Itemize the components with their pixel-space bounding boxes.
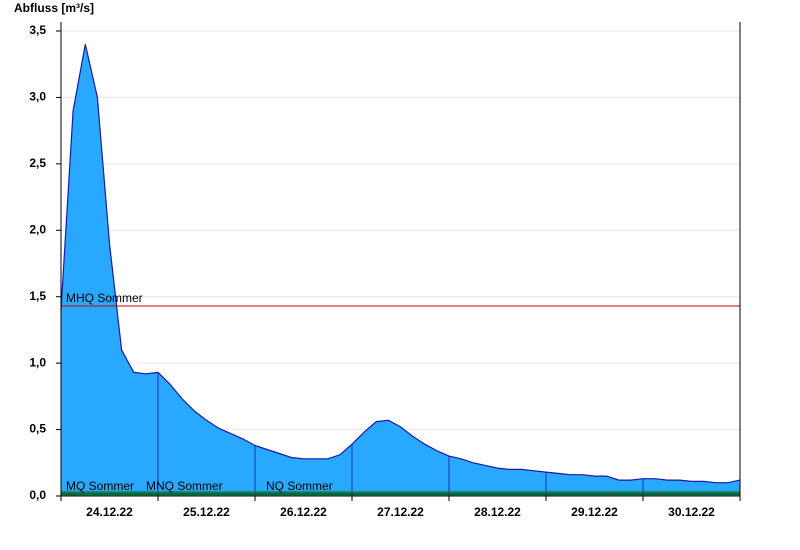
y-tick-label: 0,5 (29, 422, 46, 436)
y-axis-title: Abfluss [m³/s] (14, 1, 94, 15)
x-tick-label: 30.12.22 (668, 505, 715, 519)
y-tick-label: 1,0 (29, 355, 46, 369)
y-tick-label: 1,5 (29, 289, 46, 303)
x-tick-label: 24.12.22 (86, 505, 133, 519)
x-tick-label: 25.12.22 (183, 505, 230, 519)
y-tick-label: 3,0 (29, 90, 46, 104)
area (61, 44, 740, 497)
y-tick-label: 2,5 (29, 156, 46, 170)
x-tick-label: 29.12.22 (571, 505, 618, 519)
reference-label: NQ Sommer (266, 479, 333, 493)
y-tick-label: 3,5 (29, 23, 46, 37)
x-tick-label: 27.12.22 (377, 505, 424, 519)
y-tick-label: 0,0 (29, 488, 46, 502)
line (60, 44, 741, 484)
x-tick-label: 28.12.22 (474, 505, 521, 519)
y-tick-label: 2,0 (29, 222, 46, 236)
reference-label: MNQ Sommer (146, 479, 223, 493)
x-tick-label: 26.12.22 (280, 505, 327, 519)
reference-label: MHQ Sommer (66, 291, 143, 305)
reference-label: MQ Sommer (66, 479, 134, 493)
